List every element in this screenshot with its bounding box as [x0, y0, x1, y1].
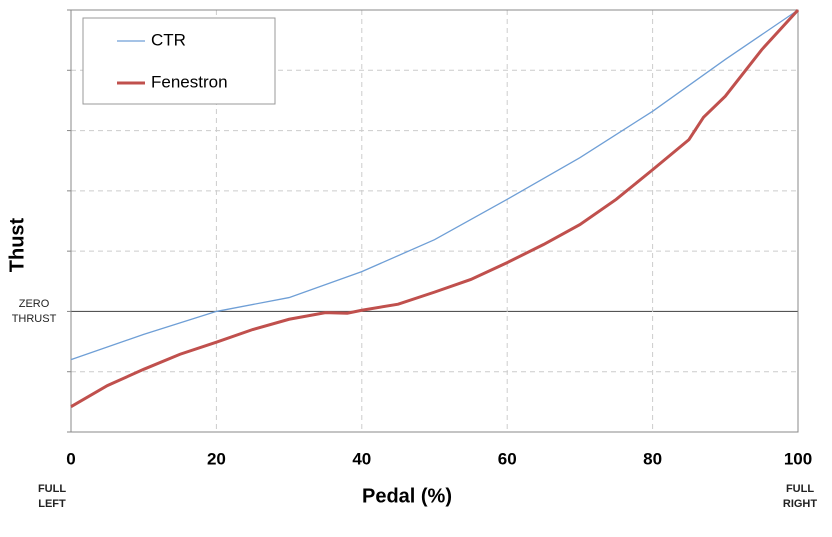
- x-tick-label: 60: [498, 449, 517, 468]
- x-axis-title: Pedal (%): [362, 485, 452, 507]
- legend-label: Fenestron: [151, 72, 228, 91]
- left-label: FULL LEFT: [37, 483, 67, 510]
- line: [70, 9, 799, 361]
- x-tick-label: 40: [352, 449, 371, 468]
- x-tick-label: 100: [784, 449, 812, 468]
- right-label: FULL RIGHT: [782, 483, 818, 510]
- y-axis-title: Thust: [6, 217, 28, 272]
- line: [70, 8, 800, 408]
- x-tick-label: 0: [66, 449, 75, 468]
- legend-label: CTR: [151, 30, 186, 49]
- zero-label: ZERO THRUST: [11, 298, 57, 325]
- x-tick-label: 80: [643, 449, 662, 468]
- legend-box: [82, 17, 276, 105]
- plot-frame: [70, 9, 799, 433]
- x-tick-label: 20: [207, 449, 226, 468]
